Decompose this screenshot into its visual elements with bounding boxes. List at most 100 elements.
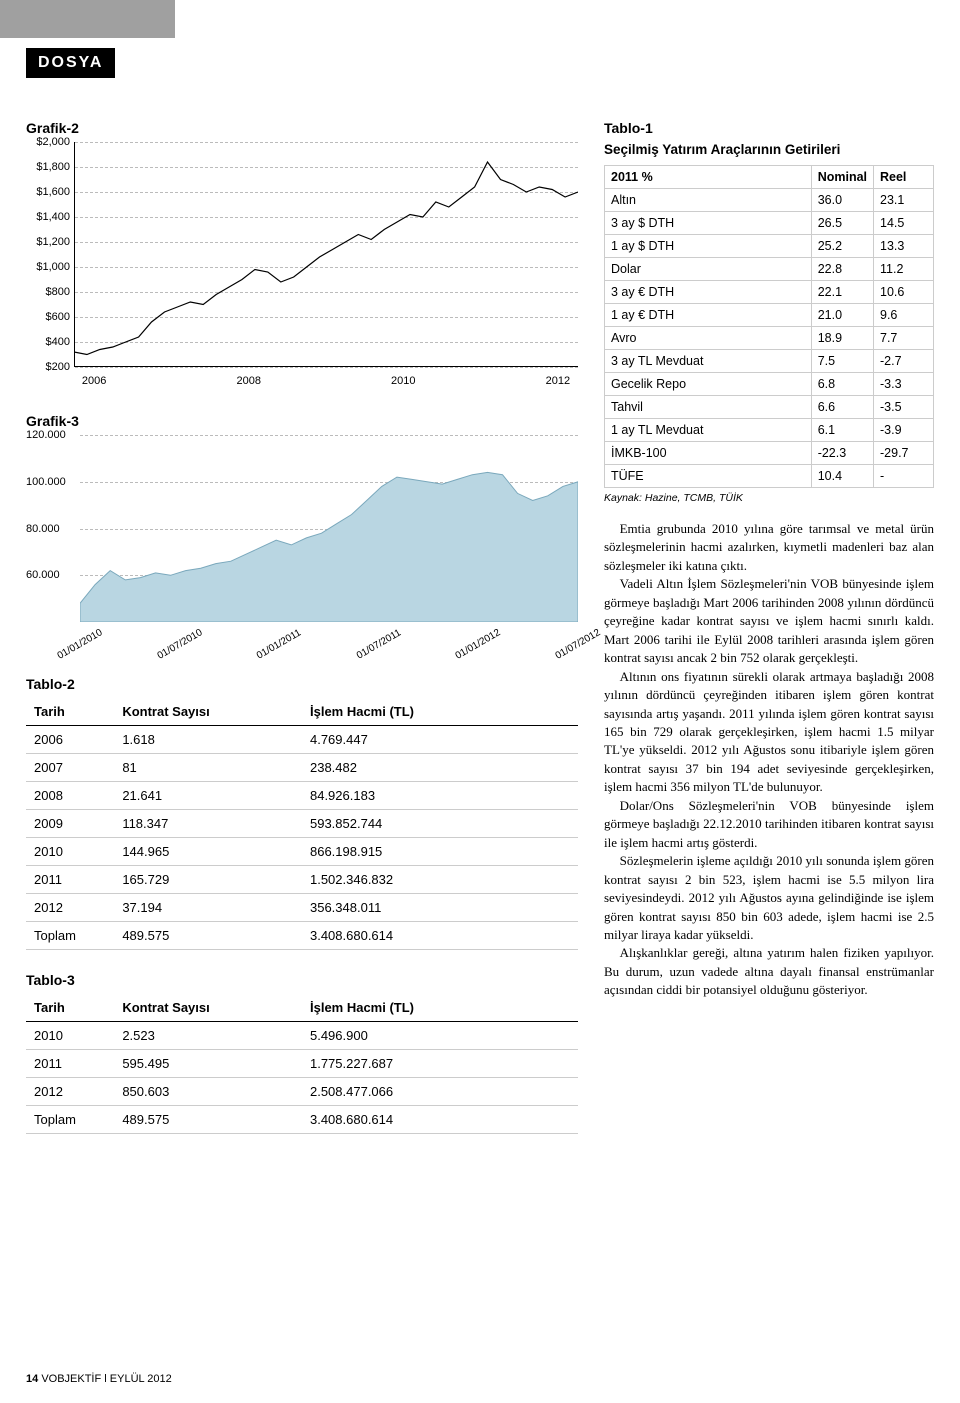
table-cell: 13.3 <box>874 235 934 258</box>
body-paragraph: Emtia grubunda 2010 yılına göre tarımsal… <box>604 520 934 575</box>
table-cell: 26.5 <box>811 212 873 235</box>
tablo1-title: Tablo-1 <box>604 120 934 136</box>
page-number: 14 <box>26 1373 38 1385</box>
chart1-ylabel: $400 <box>26 336 70 348</box>
table-cell: 7.5 <box>811 350 873 373</box>
table-cell: 6.6 <box>811 396 873 419</box>
table-cell: -2.7 <box>874 350 934 373</box>
table-cell: - <box>874 465 934 488</box>
table-cell: 593.852.744 <box>302 810 578 838</box>
table-cell: TÜFE <box>605 465 812 488</box>
table-cell: 1.502.346.832 <box>302 866 578 894</box>
col-header: Kontrat Sayısı <box>114 698 302 726</box>
table-cell: 2006 <box>26 726 114 754</box>
body-paragraph: Vadeli Altın İşlem Sözleşmeleri'nin VOB … <box>604 575 934 667</box>
table-cell: 1 ay $ DTH <box>605 235 812 258</box>
chart2-ylabel: 80.000 <box>26 523 76 535</box>
tablo1: 2011 %NominalReelAltın36.023.13 ay $ DTH… <box>604 165 934 488</box>
table-cell: 356.348.011 <box>302 894 578 922</box>
table-cell: 18.9 <box>811 327 873 350</box>
table-cell: 2010 <box>26 838 114 866</box>
table-row: 200821.64184.926.183 <box>26 782 578 810</box>
footer-issue: EYLÜL 2012 <box>110 1373 172 1385</box>
table-cell: 23.1 <box>874 189 934 212</box>
table-cell: 2011 <box>26 866 114 894</box>
table-cell: 118.347 <box>114 810 302 838</box>
tablo3: TarihKontrat Sayısıİşlem Hacmi (TL)20102… <box>26 994 578 1134</box>
table-cell: Altın <box>605 189 812 212</box>
chart1-gridline <box>75 367 578 368</box>
table-row: 1 ay $ DTH25.213.3 <box>605 235 934 258</box>
table-cell: 10.4 <box>811 465 873 488</box>
table-cell: 25.2 <box>811 235 873 258</box>
table-cell: Toplam <box>26 922 114 950</box>
table-cell: -3.9 <box>874 419 934 442</box>
table-cell: 2009 <box>26 810 114 838</box>
table-cell: 3.408.680.614 <box>302 922 578 950</box>
chart2-title: Grafik-3 <box>26 413 578 429</box>
tablo1-source: Kaynak: Hazine, TCMB, TÜİK <box>604 492 934 504</box>
chart1-ylabel: $800 <box>26 286 70 298</box>
table-cell: 1 ay TL Mevduat <box>605 419 812 442</box>
tablo2-title: Tablo-2 <box>26 676 578 692</box>
table-cell: Tahvil <box>605 396 812 419</box>
chart2-ylabel: 60.000 <box>26 569 76 581</box>
body-paragraph: Altının ons fiyatının sürekli olarak art… <box>604 668 934 797</box>
table-cell: 37.194 <box>114 894 302 922</box>
table-cell: Toplam <box>26 1106 114 1134</box>
chart1-ylabel: $1,000 <box>26 261 70 273</box>
table-row: Toplam489.5753.408.680.614 <box>26 922 578 950</box>
table-cell: 2012 <box>26 894 114 922</box>
table-row: Altın36.023.1 <box>605 189 934 212</box>
table-row: 20102.5235.496.900 <box>26 1022 578 1050</box>
table-cell: -3.3 <box>874 373 934 396</box>
table-cell: 2010 <box>26 1022 114 1050</box>
table-row: Gecelik Repo6.8-3.3 <box>605 373 934 396</box>
table-row: Avro18.97.7 <box>605 327 934 350</box>
table-cell: 2007 <box>26 754 114 782</box>
right-column: Tablo-1 Seçilmiş Yatırım Araçlarının Get… <box>604 120 934 1000</box>
col-header: Tarih <box>26 698 114 726</box>
table-cell: 2.508.477.066 <box>302 1078 578 1106</box>
tablo1-subtitle: Seçilmiş Yatırım Araçlarının Getirileri <box>604 142 934 157</box>
table-cell: 4.769.447 <box>302 726 578 754</box>
chart1: $2,000$1,800$1,600$1,400$1,200$1,000$800… <box>26 142 578 387</box>
col-header: 2011 % <box>605 166 812 189</box>
chart2-area <box>80 435 578 622</box>
chart2-xlabel: 01/01/2011 <box>255 627 303 661</box>
table-cell: 21.0 <box>811 304 873 327</box>
col-header: Kontrat Sayısı <box>114 994 302 1022</box>
table-cell: -3.5 <box>874 396 934 419</box>
table-row: 200781238.482 <box>26 754 578 782</box>
table-cell: 238.482 <box>302 754 578 782</box>
chart2-xlabel: 01/07/2011 <box>355 627 403 661</box>
table-cell: Gecelik Repo <box>605 373 812 396</box>
body-paragraph: Alışkanlıklar gereği, altına yatırım hal… <box>604 944 934 999</box>
chart2-ylabel: 120.000 <box>26 429 76 441</box>
chart1-xlabel: 2008 <box>236 375 260 387</box>
table-cell: 7.7 <box>874 327 934 350</box>
table-cell: 6.8 <box>811 373 873 396</box>
chart1-ylabel: $600 <box>26 311 70 323</box>
table-row: Toplam489.5753.408.680.614 <box>26 1106 578 1134</box>
chart1-line <box>74 142 578 367</box>
table-cell: 11.2 <box>874 258 934 281</box>
table-row: Tahvil6.6-3.5 <box>605 396 934 419</box>
table-cell: 1.775.227.687 <box>302 1050 578 1078</box>
table-cell: 22.8 <box>811 258 873 281</box>
chart2: 120.000100.00080.00060.00001/01/201001/0… <box>26 435 578 650</box>
chart2-xlabel: 01/07/2010 <box>155 627 204 662</box>
table-cell: 489.575 <box>114 1106 302 1134</box>
chart2-xlabel: 01/07/2012 <box>554 627 603 662</box>
table-row: TÜFE10.4- <box>605 465 934 488</box>
table-cell: 36.0 <box>811 189 873 212</box>
col-header: İşlem Hacmi (TL) <box>302 698 578 726</box>
chart1-ylabel: $2,000 <box>26 136 70 148</box>
body-paragraph: Sözleşmelerin işleme açıldığı 2010 yılı … <box>604 852 934 944</box>
table-row: Dolar22.811.2 <box>605 258 934 281</box>
table-cell: 22.1 <box>811 281 873 304</box>
table-cell: 3.408.680.614 <box>302 1106 578 1134</box>
section-header: DOSYA <box>26 48 115 78</box>
table-cell: 2012 <box>26 1078 114 1106</box>
body-paragraph: Dolar/Ons Sözleşmeleri'nin VOB bünyesind… <box>604 797 934 852</box>
